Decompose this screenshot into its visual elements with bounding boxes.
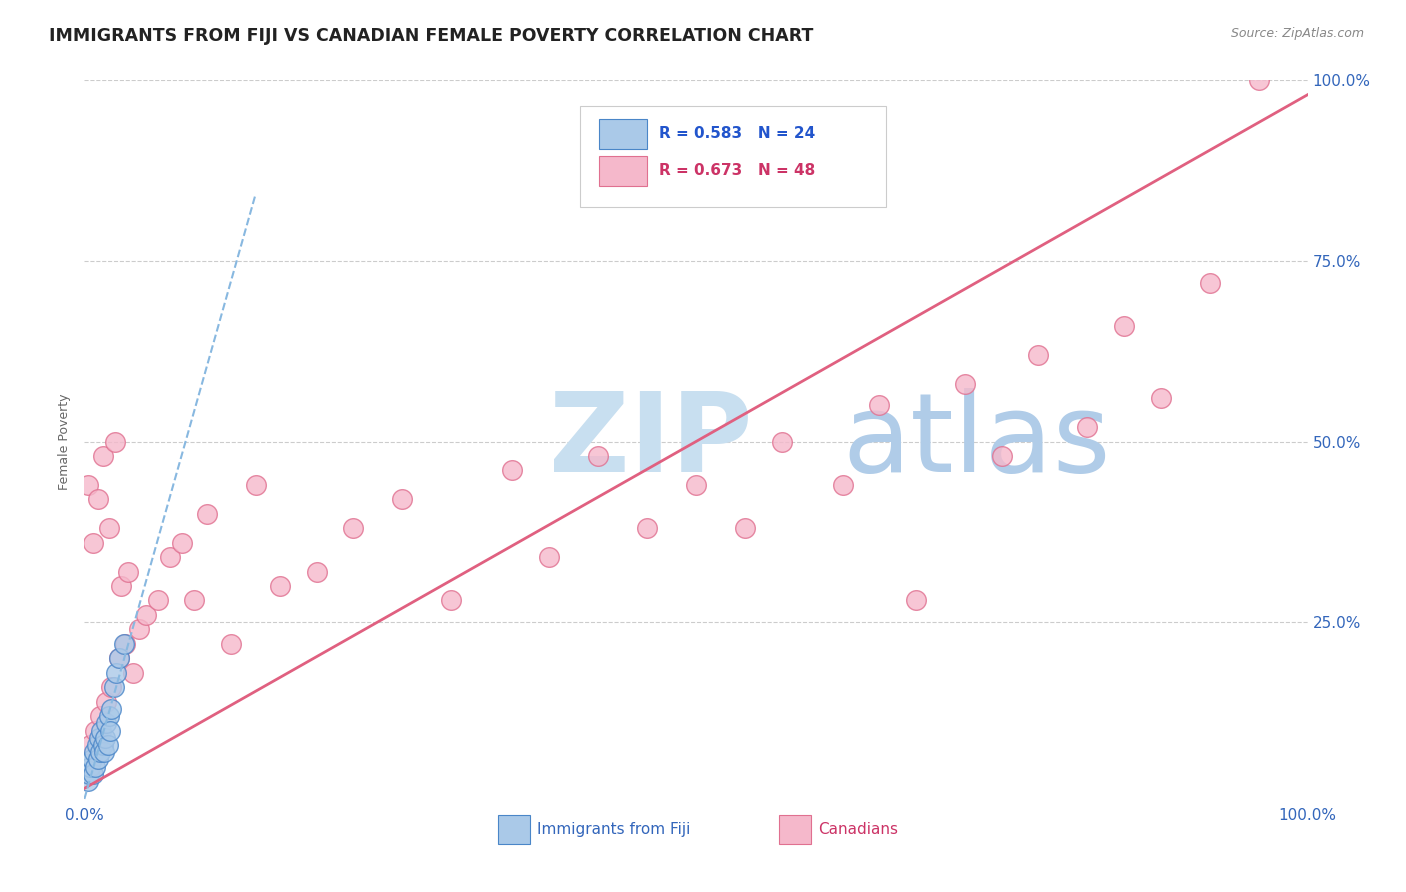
- Text: Immigrants from Fiji: Immigrants from Fiji: [537, 822, 690, 837]
- Point: [128, 623, 150, 637]
- Point: [502, 463, 524, 477]
- Point: [905, 593, 928, 607]
- Point: [80, 752, 103, 766]
- Point: [159, 550, 181, 565]
- Text: ZIP: ZIP: [550, 388, 752, 495]
- Point: [953, 376, 976, 391]
- Point: [97, 738, 120, 752]
- Point: [84, 723, 107, 738]
- Text: Source: ZipAtlas.com: Source: ZipAtlas.com: [1230, 27, 1364, 40]
- Point: [1028, 348, 1050, 362]
- Point: [96, 695, 118, 709]
- Point: [87, 752, 110, 766]
- Point: [91, 738, 114, 752]
- Point: [586, 449, 609, 463]
- Point: [1114, 318, 1136, 333]
- Point: [1150, 391, 1173, 405]
- FancyBboxPatch shape: [599, 156, 647, 186]
- Point: [636, 521, 658, 535]
- Text: atlas: atlas: [842, 388, 1111, 495]
- Point: [172, 535, 194, 549]
- Point: [440, 593, 463, 607]
- Point: [117, 565, 139, 579]
- Point: [219, 637, 242, 651]
- Text: IMMIGRANTS FROM FIJI VS CANADIAN FEMALE POVERTY CORRELATION CHART: IMMIGRANTS FROM FIJI VS CANADIAN FEMALE …: [49, 27, 814, 45]
- Point: [96, 716, 118, 731]
- Point: [103, 680, 125, 694]
- Point: [97, 709, 120, 723]
- Point: [77, 774, 100, 789]
- Point: [991, 449, 1014, 463]
- Point: [93, 745, 115, 759]
- Point: [79, 738, 101, 752]
- Point: [94, 731, 117, 745]
- Point: [89, 745, 111, 759]
- Point: [734, 521, 756, 535]
- Point: [90, 723, 112, 738]
- Point: [98, 723, 121, 738]
- Point: [538, 550, 561, 565]
- Point: [269, 579, 291, 593]
- Point: [87, 731, 110, 745]
- Point: [83, 745, 105, 759]
- Point: [77, 478, 100, 492]
- Point: [869, 398, 891, 412]
- Point: [100, 680, 122, 694]
- Point: [146, 593, 169, 607]
- Point: [112, 637, 135, 651]
- Point: [79, 760, 101, 774]
- Point: [77, 767, 100, 781]
- Y-axis label: Female Poverty: Female Poverty: [58, 393, 72, 490]
- Point: [114, 637, 136, 651]
- Point: [82, 767, 104, 781]
- Point: [82, 535, 104, 549]
- Point: [89, 709, 111, 723]
- Point: [91, 449, 114, 463]
- Point: [342, 521, 364, 535]
- Point: [87, 492, 110, 507]
- FancyBboxPatch shape: [579, 105, 886, 207]
- Point: [110, 579, 132, 593]
- Point: [1198, 276, 1220, 290]
- Point: [391, 492, 413, 507]
- Point: [685, 478, 707, 492]
- Point: [107, 651, 129, 665]
- Point: [135, 607, 157, 622]
- Point: [245, 478, 267, 492]
- Point: [107, 651, 129, 665]
- Point: [1076, 420, 1098, 434]
- Point: [305, 565, 328, 579]
- Text: R = 0.673   N = 48: R = 0.673 N = 48: [659, 163, 815, 178]
- Point: [105, 665, 128, 680]
- Point: [195, 507, 218, 521]
- Point: [1247, 73, 1270, 87]
- FancyBboxPatch shape: [498, 815, 530, 844]
- Point: [122, 665, 145, 680]
- Text: Canadians: Canadians: [818, 822, 898, 837]
- FancyBboxPatch shape: [599, 119, 647, 149]
- Point: [104, 434, 127, 449]
- Point: [84, 760, 107, 774]
- Point: [86, 738, 108, 752]
- Point: [100, 702, 122, 716]
- Text: R = 0.583   N = 24: R = 0.583 N = 24: [659, 126, 815, 141]
- Point: [97, 521, 120, 535]
- Point: [183, 593, 205, 607]
- Point: [831, 478, 853, 492]
- Point: [770, 434, 793, 449]
- FancyBboxPatch shape: [779, 815, 811, 844]
